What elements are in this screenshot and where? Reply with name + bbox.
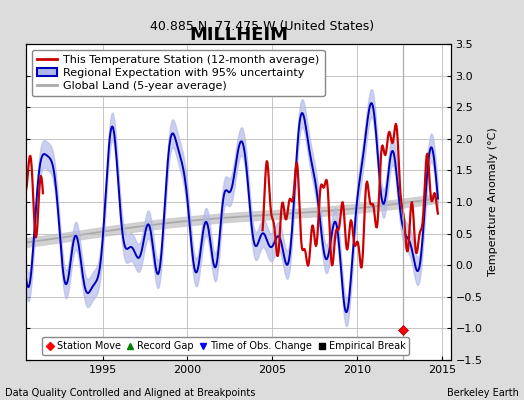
Legend: Station Move, Record Gap, Time of Obs. Change, Empirical Break: Station Move, Record Gap, Time of Obs. C… <box>42 337 409 355</box>
Y-axis label: Temperature Anomaly (°C): Temperature Anomaly (°C) <box>488 128 498 276</box>
Text: 40.885 N, 77.475 W (United States): 40.885 N, 77.475 W (United States) <box>150 20 374 33</box>
Text: Berkeley Earth: Berkeley Earth <box>447 388 519 398</box>
Text: Data Quality Controlled and Aligned at Breakpoints: Data Quality Controlled and Aligned at B… <box>5 388 256 398</box>
Title: MILLHEIM: MILLHEIM <box>189 26 288 44</box>
